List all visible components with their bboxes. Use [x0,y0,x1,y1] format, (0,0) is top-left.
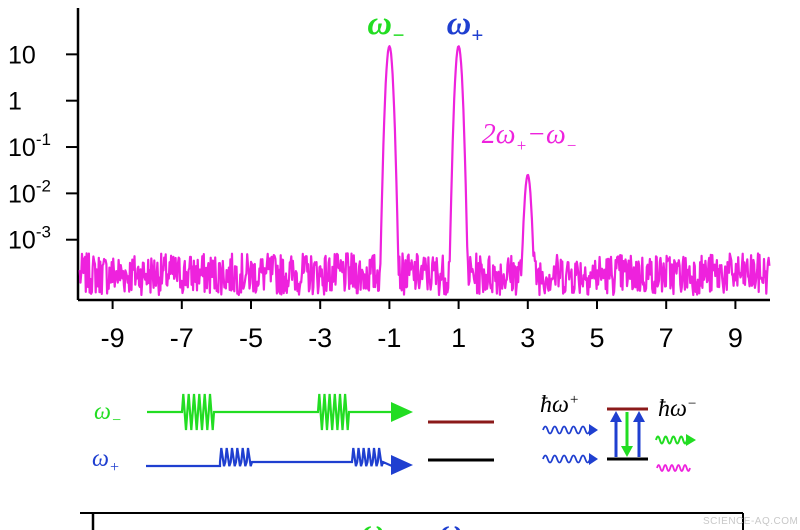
x-tick-label: -1 [377,323,401,353]
transition-arrow-up-right-head [633,411,645,422]
photon-minus-label: ħω− [658,396,697,422]
beam-plus-symbol: ω [92,446,109,472]
photon-plus-wiggle-upper [542,425,591,435]
x-tick-label: -9 [101,323,125,353]
y-ticks: 10 1 10-1 10-2 10-3 [8,41,78,255]
x-tick-label: 7 [659,323,674,353]
y-tick-label: 10-1 [8,130,51,162]
lower-omega-plus-symbol: ω [440,514,462,530]
photon-plus-symbol: ω [552,392,569,418]
x-tick-label: -3 [308,323,332,353]
photon-minus-symbol: ω [670,396,687,422]
photon-minus-wiggle [655,435,688,445]
beam-minus-line [147,393,392,431]
x-tick-label: 1 [451,323,466,353]
transition-arrows [610,411,645,457]
lower-panel: ω ω [80,512,744,530]
photon-plus-arrowhead-lower [589,453,598,465]
x-ticks: -9 -7 -5 -3 -1 1 3 5 7 9 [101,300,743,353]
peak-label: ω+ [447,5,484,47]
photon-plus-label: ħω+ [540,392,579,418]
transition-arrow-down-head [621,446,633,457]
peak-labels: ω− ω+ 2ω+−ω− [367,5,577,155]
peak-label: ω− [367,5,404,47]
beam-plus-subscript: + [109,459,120,476]
lower-omega-plus-label: ω [440,514,462,530]
transition-arrow-up-left-head [610,411,622,422]
y-tick-label: 1 [8,88,22,116]
beam-minus-subscript: − [111,412,122,429]
photon-minus-arrowhead [686,434,696,446]
beam-plus-arrowhead [391,455,413,475]
beam-plus-line [146,447,393,468]
photon-plus-wiggle-lower [542,454,591,464]
beam-minus-arrowhead [391,402,413,422]
photon-plus-arrowhead-upper [589,424,598,436]
x-tick-label: -7 [170,323,194,353]
beam-plus-label: ω+ [92,446,120,476]
y-tick-label: 10-2 [8,176,51,208]
photon-plus-subscript: + [569,392,579,408]
lower-omega-minus-symbol: ω [362,514,384,530]
generated-photon-squiggle [656,464,691,472]
y-tick-label: 10-3 [8,223,51,255]
x-tick-label: 5 [589,323,604,353]
pulse-diagram: ω− ω+ ħω+ ħω− [92,392,697,476]
beam-minus-symbol: ω [94,399,111,425]
watermark: SCIENCE-AQ.COM [703,516,798,527]
x-tick-label: -5 [239,323,263,353]
spectrum-chart: 10 1 10-1 10-2 10-3 -9 -7 -5 -3 -1 1 3 5 7 9 ω− ω+ 2ω+−… [8,5,771,353]
spectrum-trace [78,45,771,297]
photon-minus-subscript: − [687,396,697,412]
y-tick-label: 10 [8,41,36,69]
x-tick-label: 9 [728,323,743,353]
photon-minus-hbar: ħ [658,396,670,422]
photon-plus-hbar: ħ [540,392,552,418]
lower-omega-minus-label: ω [362,514,384,530]
peak-label: 2ω+−ω− [482,119,577,155]
beam-minus-label: ω− [94,399,122,429]
x-tick-label: 3 [520,323,535,353]
